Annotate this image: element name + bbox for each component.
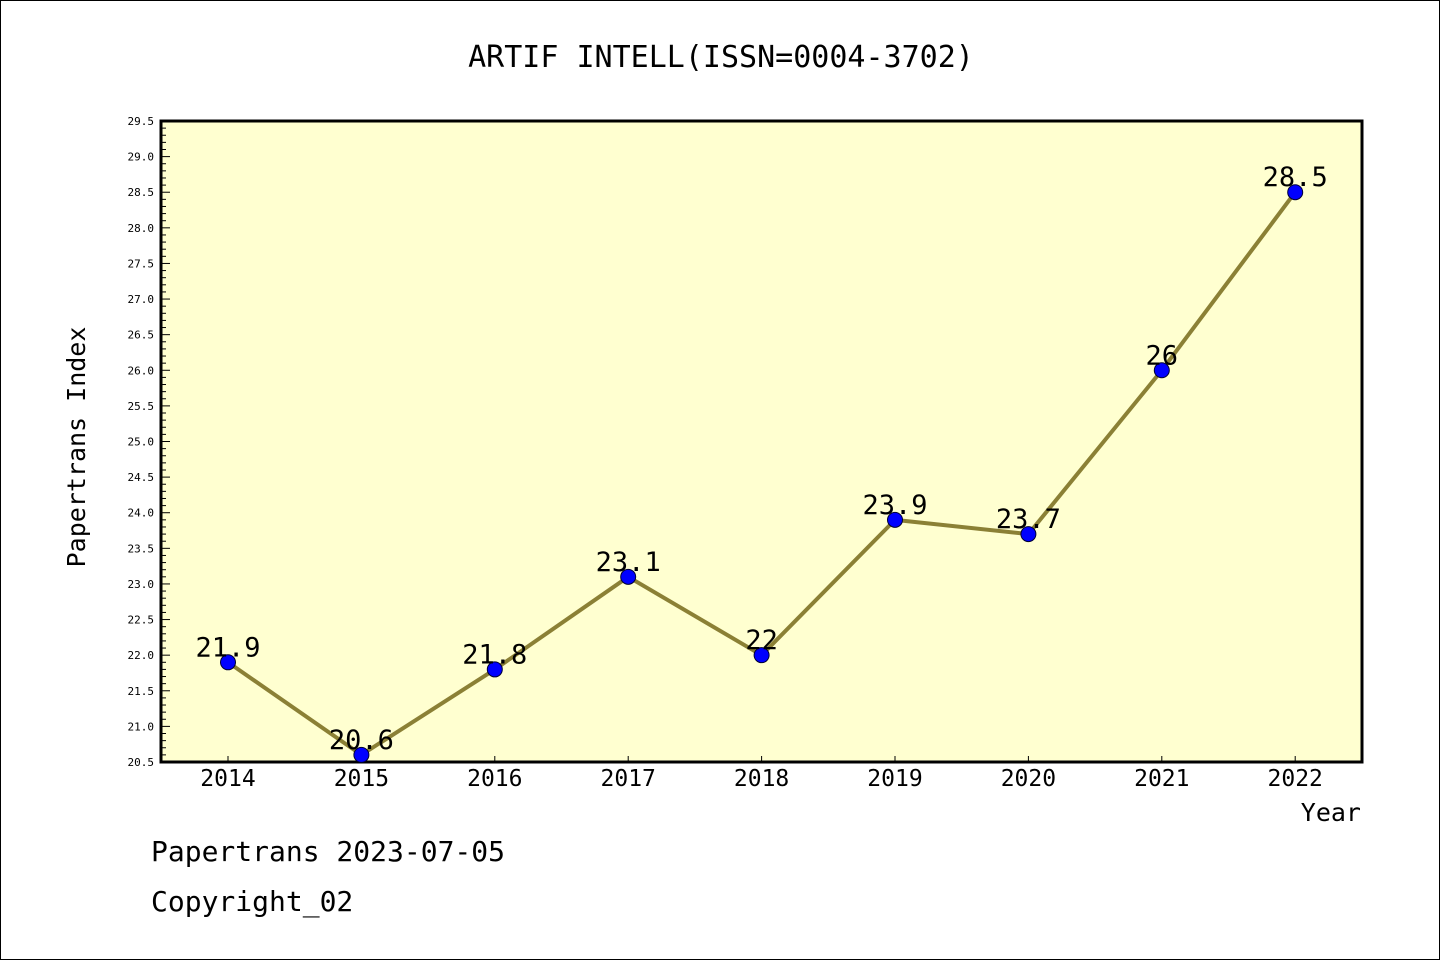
data-label: 20.6 xyxy=(329,725,394,756)
x-tick-label: 2015 xyxy=(334,766,389,792)
data-label: 28.5 xyxy=(1263,162,1328,193)
x-tick-label: 2020 xyxy=(1001,766,1056,792)
x-tick-label: 2018 xyxy=(734,766,789,792)
data-point-marker xyxy=(1287,184,1304,201)
series-group: 21.9 20.6 21.8 23.1 22 23.9 23.7 26 28.5 xyxy=(195,162,1328,763)
data-point-marker xyxy=(1020,526,1037,543)
chart-title: ARTIF INTELL(ISSN=0004-3702) xyxy=(468,40,974,75)
data-label: 21.9 xyxy=(195,632,260,663)
data-point-marker xyxy=(620,568,637,585)
footer-date: Papertrans 2023-07-05 xyxy=(151,835,506,868)
x-axis: 2014 2015 2016 2017 2018 2019 2020 2021 2022 xyxy=(200,756,1323,792)
y-axis: 20.5 21.0 21.5 22.0 22.5 23.0 23.5 24.0 24.5 25.0… xyxy=(128,115,170,769)
y-tick-label: 21.5 xyxy=(128,685,155,698)
y-tick-label: 29.0 xyxy=(128,151,155,164)
y-tick-label: 21.0 xyxy=(128,720,155,733)
data-label: 21.8 xyxy=(462,639,527,670)
plot-area xyxy=(159,119,1364,764)
data-label: 23.1 xyxy=(596,547,661,578)
footer-copyright: Copyright_02 xyxy=(151,885,354,918)
data-point-marker xyxy=(1153,362,1170,379)
x-tick-label: 2017 xyxy=(601,766,656,792)
y-tick-label: 25.5 xyxy=(128,400,155,413)
x-tick-label: 2021 xyxy=(1134,766,1189,792)
y-tick-label: 25.0 xyxy=(128,436,155,449)
y-tick-label: 27.5 xyxy=(128,257,155,270)
x-axis-label: Year xyxy=(1301,798,1361,827)
y-axis-label: Papertrans Index xyxy=(62,327,91,568)
data-point-marker xyxy=(887,511,903,528)
y-tick-label: 20.5 xyxy=(128,756,155,769)
data-point-marker xyxy=(220,654,236,671)
data-point-marker xyxy=(486,661,503,678)
data-point-marker xyxy=(753,647,770,664)
x-tick-label: 2016 xyxy=(467,766,522,792)
data-label: 23.7 xyxy=(996,504,1061,535)
y-tick-label: 26.5 xyxy=(128,329,155,342)
data-label: 23.9 xyxy=(862,490,927,521)
x-tick-label: 2019 xyxy=(867,766,922,792)
y-tick-label: 22.0 xyxy=(128,649,155,662)
y-tick-label: 24.5 xyxy=(128,471,155,484)
y-tick-label: 23.5 xyxy=(128,542,155,555)
y-tick-label: 28.5 xyxy=(128,186,155,199)
data-label: 26 xyxy=(1146,340,1179,371)
y-tick-label: 24.0 xyxy=(128,507,155,520)
y-tick-label: 28.0 xyxy=(128,222,155,235)
x-tick-label: 2022 xyxy=(1268,766,1323,792)
y-tick-label: 27.0 xyxy=(128,293,155,306)
y-tick-label: 22.5 xyxy=(128,614,155,627)
x-tick-label: 2014 xyxy=(200,766,255,792)
data-point-marker xyxy=(353,746,370,763)
y-tick-label: 29.5 xyxy=(128,115,155,128)
y-tick-label: 23.0 xyxy=(128,578,155,591)
y-tick-label: 26.0 xyxy=(128,364,155,377)
data-label: 22 xyxy=(745,625,778,656)
